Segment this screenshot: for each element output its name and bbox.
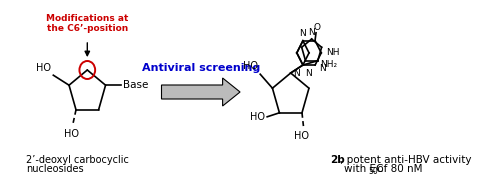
Text: HO: HO — [243, 61, 258, 71]
Text: HO: HO — [251, 112, 265, 122]
Text: of 80 nM: of 80 nM — [373, 164, 422, 174]
Text: N: N — [305, 69, 312, 78]
Text: NH₂: NH₂ — [320, 60, 337, 69]
Text: 50: 50 — [368, 166, 378, 176]
Text: N: N — [293, 69, 300, 78]
Text: HO: HO — [295, 131, 310, 141]
Text: Antiviral screening: Antiviral screening — [142, 63, 260, 73]
Polygon shape — [161, 78, 240, 106]
Text: HO: HO — [36, 63, 51, 73]
Text: N: N — [308, 28, 315, 37]
Text: , potent anti-HBV activity: , potent anti-HBV activity — [339, 155, 471, 165]
Text: 2b: 2b — [330, 155, 345, 165]
Text: 2’-deoxyl carbocyclic: 2’-deoxyl carbocyclic — [26, 155, 129, 165]
Text: the C6’-position: the C6’-position — [47, 24, 128, 33]
Text: nucleosides: nucleosides — [26, 164, 84, 174]
Text: with EC: with EC — [344, 164, 384, 174]
Text: N: N — [319, 64, 325, 73]
Text: HO: HO — [64, 129, 79, 139]
Text: N: N — [299, 29, 305, 38]
Text: Modifications at: Modifications at — [46, 14, 129, 22]
Text: O: O — [313, 23, 320, 32]
Text: Base: Base — [123, 80, 148, 90]
Text: NH: NH — [326, 48, 340, 57]
